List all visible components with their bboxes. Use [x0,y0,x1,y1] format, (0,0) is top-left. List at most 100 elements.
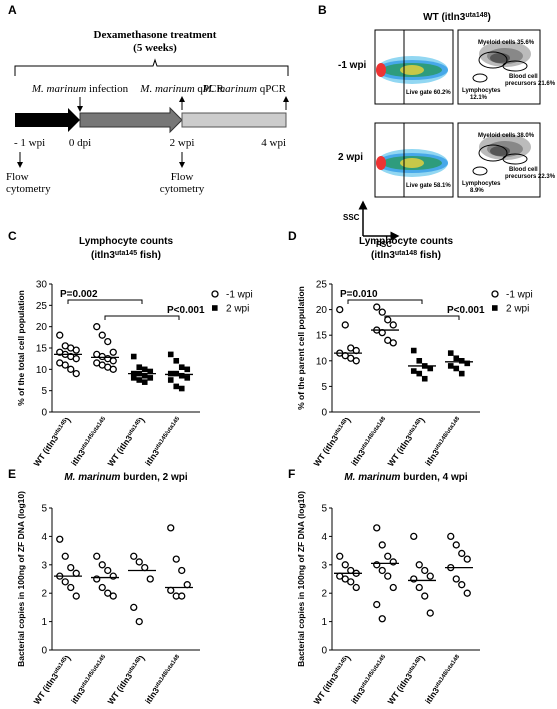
chart-title: M. marinum burden, 4 wpi [344,472,468,483]
dot [104,337,112,346]
chart-subtitle-part: uta148 [395,250,417,257]
x-tick-label: itln3uta145/uta145 [69,415,110,468]
gate-label: Blood cell [509,74,538,80]
chart: F M. marinum burden, 4 wpi Bacterial copie… [288,467,480,706]
dot [173,358,180,364]
x-tick-label-part: WT (itln3 [105,671,134,706]
chart-title-part: burden, 4 wpi [400,472,467,483]
dot [67,365,75,373]
dot [72,346,80,354]
y-tick-label: 20 [316,305,328,316]
dot [167,370,174,377]
panel-a: A Dexamethasone treatment (5 weeks) M. m… [6,3,289,195]
flow-label: Flow [171,171,194,183]
dot [410,347,417,354]
dot [464,360,471,367]
event-label: M. marinum infection [31,83,129,95]
y-tick-label: 5 [321,504,327,515]
x-tick-label: WT (itln3uta148) [311,415,352,468]
x-tick-label: WT (itln3uta145) [105,415,146,468]
dot [67,563,75,572]
dot [421,592,429,600]
y-tick-label: 1 [321,617,327,628]
dot [463,555,471,563]
dot [378,566,386,575]
chart: E M. marinum burden, 2 wpi Bacterial copie… [8,467,200,706]
panel-letter: F [288,467,295,481]
dot [447,532,455,541]
dot [184,375,191,381]
y-tick-label: 10 [36,365,48,376]
dot [141,366,148,373]
dot [183,581,191,589]
chart-title: M. marinum burden, 2 wpi [64,472,188,483]
x-tick-label-part: uta148/uta148 [434,653,462,689]
axis-label: FSC [376,240,392,249]
legend-label: 2 wpi [226,304,249,315]
flow-density [376,63,386,77]
dot [130,353,137,360]
dot [167,377,174,383]
x-tick-label-part: WT (itln3 [105,433,134,468]
legend-label: 2 wpi [506,304,529,315]
x-tick-label-part: ) [63,415,73,423]
dot [56,535,64,543]
dot [184,366,191,373]
p-value: P=0.002 [60,289,98,300]
y-tick-label: 4 [321,532,327,543]
dot [426,572,434,580]
gate-label: Myeloid cells 35.6% [478,40,535,46]
x-tick-label: itln3uta148/uta148 [423,653,464,706]
y-tick-label: 5 [41,386,47,397]
dot [98,331,106,339]
event-label: M. marinum qPCR [139,83,224,95]
y-tick-label: 0 [321,646,327,657]
x-tick-label-part: WT (itln3 [385,433,414,468]
dot [416,370,423,377]
dot [178,566,186,575]
chart-subtitle-part: fish) [417,250,441,261]
flow-label: cytometry [6,183,51,195]
dot [341,321,349,329]
x-tick-label-part: uta145/uta145 [154,415,182,451]
dot [147,375,154,381]
x-tick-label-part: ) [417,415,427,423]
arrow-infection [79,106,183,134]
panel-b: B WT (itln3uta148) Live gate 60.2% Myeloi… [318,3,556,249]
chart-title: Lymphocyte counts [359,236,454,247]
y-tick-label: 10 [316,356,328,367]
dot [98,561,106,569]
dot [167,524,175,532]
dot [109,348,117,356]
x-tick-label-part: ) [343,653,353,661]
y-tick-label: 25 [316,280,328,291]
dot [378,308,386,316]
dot [415,561,423,569]
dot [452,575,460,583]
gate-label: precursors 22.3% [505,174,556,180]
dot [93,323,101,331]
dot [336,552,344,560]
p-value: P<0.001 [447,305,485,316]
dot [458,358,465,364]
y-tick-label: 5 [41,504,47,515]
dot [67,583,75,592]
x-tick-label-part: uta145/uta145 [80,415,108,451]
timepoint: 4 wpi [261,137,286,149]
dot [415,583,423,592]
gate [472,166,488,176]
dot [453,365,460,372]
legend-label: -1 wpi [506,290,533,301]
y-tick-label: 30 [36,280,48,291]
x-tick-label: WT (itln3uta148) [385,653,426,706]
significance-bracket [104,315,180,320]
dot [389,321,397,329]
dot [378,615,386,623]
legend-label: -1 wpi [226,290,253,301]
dot [136,377,143,383]
dot [341,561,349,569]
dot [458,370,465,377]
chart-title: Lymphocyte counts [79,236,174,247]
x-tick-label: WT (itln3uta145) [31,415,72,468]
chart-title-part: M. marinum [344,472,400,483]
